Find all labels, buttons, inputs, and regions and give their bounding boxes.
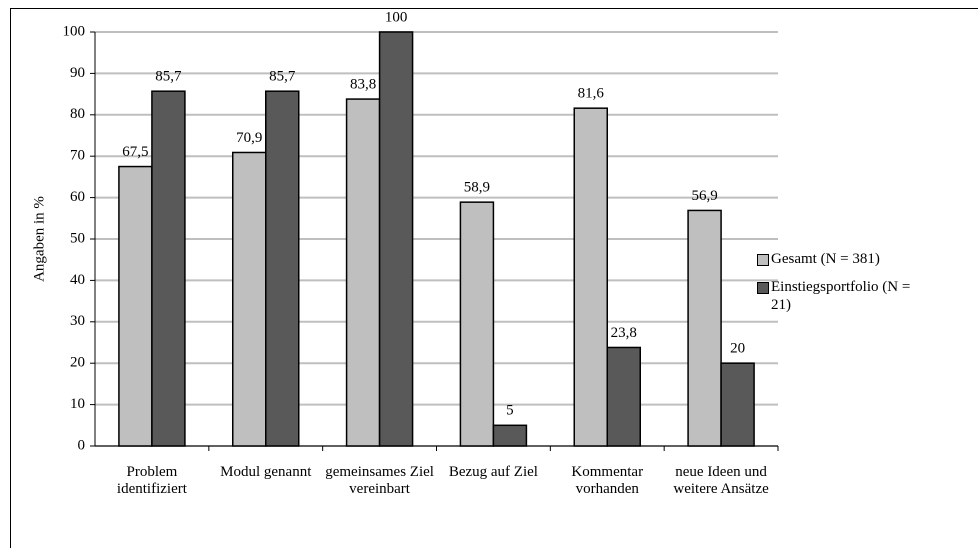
bar (492, 424, 528, 447)
data-label: 5 (506, 403, 514, 419)
x-tick-label: neue Ideen und weitere Ansätze (673, 464, 769, 497)
x-tick-label: Bezug auf Ziel (448, 464, 538, 480)
data-label: 23,8 (611, 325, 637, 341)
bar (345, 98, 381, 447)
y-tick-label: 40 (70, 272, 85, 288)
legend-label: Einstiegsportfolio (N = 21) (771, 279, 911, 313)
data-label: 20 (730, 341, 745, 357)
data-label: 81,6 (578, 86, 605, 102)
legend-item: Gesamt (N = 381) (757, 250, 972, 268)
bar (687, 209, 722, 447)
bar (378, 31, 414, 447)
y-tick-label: 90 (70, 65, 85, 81)
x-tick-label: gemeinsames Ziel vereinbart (325, 464, 434, 497)
y-tick-label: 20 (70, 355, 85, 371)
y-tick-label: 10 (70, 396, 85, 412)
legend-label: Gesamt (N = 381) (771, 251, 880, 267)
y-tick-label: 80 (70, 106, 85, 122)
x-tick-label: Problem identifiziert (116, 464, 187, 497)
legend-item: Einstiegsportfolio (N = 21) (757, 278, 972, 314)
bar (459, 201, 495, 447)
data-label: 100 (385, 9, 408, 25)
y-tick-label: 50 (70, 230, 85, 246)
data-label: 85,7 (269, 69, 296, 85)
chart-border (10, 8, 978, 548)
bar (573, 107, 608, 447)
data-label: 67,5 (122, 144, 148, 160)
x-tick-label: Modul genannt (220, 464, 312, 480)
bar (720, 362, 755, 447)
bar (265, 90, 300, 447)
legend-swatch (757, 254, 769, 266)
x-tick-label: Kommentar vorhanden (571, 464, 644, 497)
bar (232, 151, 267, 447)
legend-swatch (757, 282, 769, 294)
data-label: 70,9 (236, 130, 262, 146)
data-label: 85,7 (155, 69, 182, 85)
data-label: 83,8 (350, 77, 376, 93)
y-tick-label: 100 (63, 23, 86, 39)
y-tick-label: 70 (70, 148, 85, 164)
y-tick-label: 30 (70, 313, 85, 329)
bar (118, 165, 153, 447)
data-label: 56,9 (691, 188, 717, 204)
data-label: 58,9 (464, 180, 490, 196)
bar (606, 346, 641, 447)
y-tick-label: 60 (70, 189, 85, 205)
y-axis-label: Angaben in % (31, 196, 47, 282)
bar (151, 90, 186, 447)
y-tick-label: 0 (78, 437, 86, 453)
